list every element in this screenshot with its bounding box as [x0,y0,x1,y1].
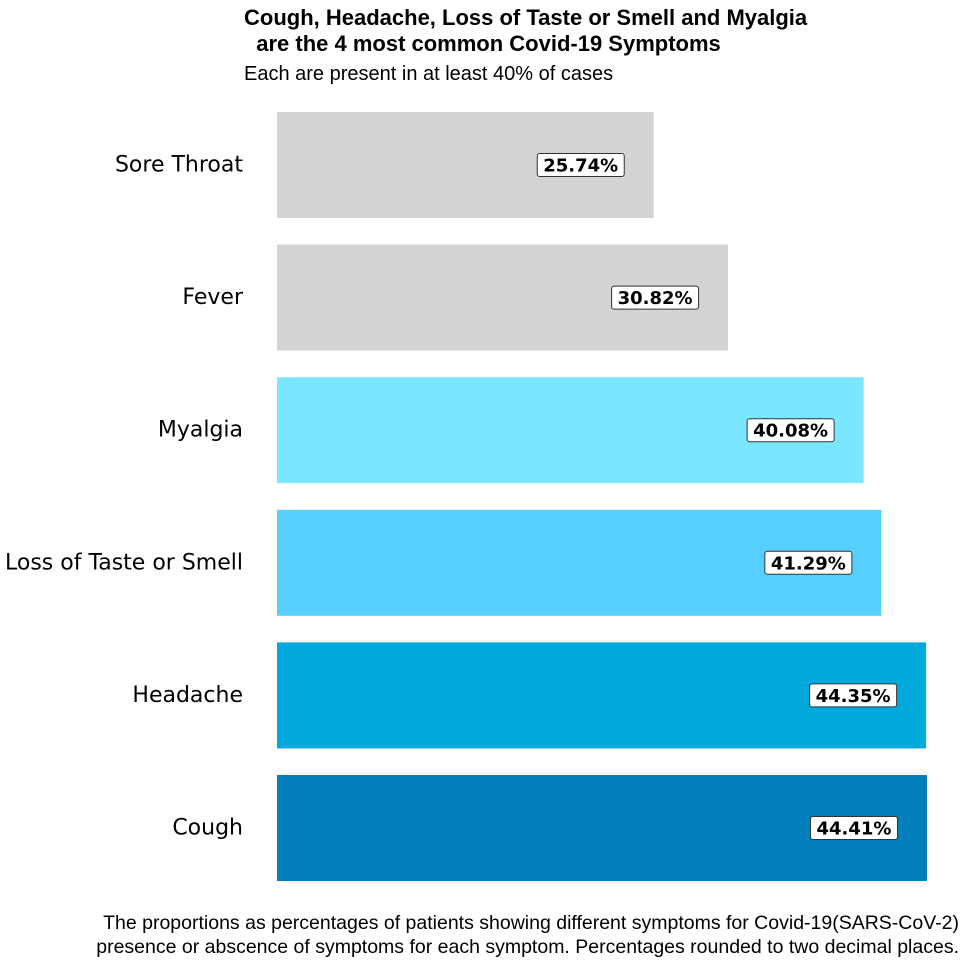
caption-line-1: The proportions as percentages of patien… [103,912,959,934]
value-label-myalgia: 40.08% [753,421,828,442]
value-label-box-fever [611,285,700,310]
value-label-loss-of-taste-or-smell: 41.29% [771,553,846,574]
value-label-cough: 44.41% [817,819,892,840]
chart-subtitle: Each are present in at least 40% of case… [244,63,614,85]
caption-line-2: presence or abscence of symptoms for eac… [96,936,959,958]
bar-chart: Sore Throat 25.74% Fever 30.82% Myalgia 40.08… [5,112,927,881]
category-label-headache: Headache [132,683,243,708]
value-label-box-cough [810,816,898,840]
value-label-fever: 30.82% [618,288,693,309]
category-label-loss-of-taste-or-smell: Loss of Taste or Smell [5,550,243,575]
value-label-sore-throat: 25.74% [543,156,618,177]
category-label-fever: Fever [182,285,244,310]
category-label-sore-throat: Sore Throat [115,153,243,178]
chart-caption: The proportions as percentages of patien… [96,911,959,959]
value-label-box-myalgia [746,418,835,443]
value-label-box-loss-of-taste-or-smell [764,550,853,575]
value-label-headache: 44.35% [816,686,891,707]
value-label-box-sore-throat [536,153,625,177]
chart-title: Cough, Headache, Loss of Taste or Smell … [244,5,808,56]
value-label-box-headache [809,683,898,708]
category-label-myalgia: Myalgia [158,418,243,443]
category-label-cough: Cough [172,816,243,841]
